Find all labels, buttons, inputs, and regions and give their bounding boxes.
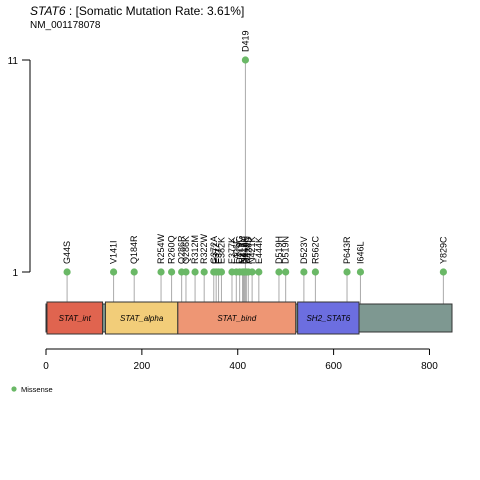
x-tick-label: 600 xyxy=(325,361,342,372)
legend-swatch xyxy=(11,386,17,392)
mutation-label: Q184R xyxy=(129,235,139,264)
mutation-point xyxy=(241,56,250,64)
mutation-point xyxy=(191,268,199,276)
mutation-label: G372A xyxy=(209,236,219,264)
mutation-label: R254W xyxy=(156,233,166,264)
mutation-label: Q286K xyxy=(181,236,191,264)
domain-box xyxy=(177,301,297,335)
mutation-label: Y829C xyxy=(438,236,448,264)
y-tick-label: 1 xyxy=(12,268,18,279)
mutation-point xyxy=(248,268,256,276)
mutation-label: G44S xyxy=(62,241,72,264)
transcript-id: NM_001178078 xyxy=(30,20,101,31)
x-tick-label: 0 xyxy=(43,361,49,372)
domain-box xyxy=(46,301,104,335)
mutation-point xyxy=(439,268,447,276)
mutation-point xyxy=(157,268,165,276)
mutation-label: D523V xyxy=(299,236,309,264)
mutation-label: N417Y xyxy=(238,236,248,264)
legend-label: Missense xyxy=(21,385,53,394)
mutation-point xyxy=(343,268,351,276)
mutation-label: D519N xyxy=(281,236,291,264)
mutation-label: I646L xyxy=(355,241,365,264)
mutation-point xyxy=(217,268,226,276)
mutation-label: E37 xyxy=(214,248,224,264)
mutation-label: N421K xyxy=(247,236,257,264)
mutation-label: D419G xyxy=(235,235,245,264)
mutation-label: R322W xyxy=(199,233,209,264)
x-tick-label: 400 xyxy=(229,361,246,372)
mutation-label: A426S xyxy=(243,237,253,264)
mutation-point xyxy=(63,268,71,276)
mutation-label: Q286R xyxy=(177,235,187,264)
mutation-point xyxy=(255,268,263,276)
x-tick-label: 200 xyxy=(134,361,151,372)
mutation-label: L406F xyxy=(231,238,241,264)
mutation-label: R312M xyxy=(190,235,200,264)
mutation-label: E382K xyxy=(216,237,226,264)
domain-label: SH2_STAT6 xyxy=(306,314,350,323)
x-tick-label: 800 xyxy=(421,361,438,372)
mutation-label: D419 xyxy=(240,30,250,52)
domain-box xyxy=(297,301,360,335)
mutation-point xyxy=(109,268,118,276)
mutation-point xyxy=(356,268,365,276)
mutation-label: N417 xyxy=(238,242,248,264)
mutation-label: E377K xyxy=(227,237,237,264)
mutation-label: D419N xyxy=(241,236,251,264)
mutation-label: E444K xyxy=(254,237,264,264)
mutation-label: P643R xyxy=(342,236,352,264)
mutation-label: D519H xyxy=(274,236,284,264)
chart-title: STAT6 : [Somatic Mutation Rate: 3.61%] xyxy=(30,4,244,18)
mutation-point xyxy=(182,268,190,276)
mutation-point xyxy=(300,268,308,276)
domain-box xyxy=(104,301,179,335)
mutation-point xyxy=(130,268,138,276)
mutation-label: R562C xyxy=(310,235,320,264)
mutation-label: D419H xyxy=(239,236,249,264)
domain-label: STAT_alpha xyxy=(120,314,164,323)
mutation-label: E372 xyxy=(211,243,221,264)
mutation-point xyxy=(311,268,319,276)
mutation-rate: : [Somatic Mutation Rate: 3.61%] xyxy=(65,4,245,18)
mutation-label: R260Q xyxy=(167,235,177,264)
mutation-point xyxy=(275,268,283,276)
domain-label: STAT_bind xyxy=(217,314,256,323)
mutation-point xyxy=(282,268,290,276)
mutation-label: V141I xyxy=(109,240,119,264)
y-tick-label: 11 xyxy=(8,56,19,67)
gene-name: STAT6 xyxy=(30,4,66,18)
domain-label: STAT_int xyxy=(59,314,92,323)
mutation-point xyxy=(167,268,176,276)
mutation-point xyxy=(200,268,208,276)
